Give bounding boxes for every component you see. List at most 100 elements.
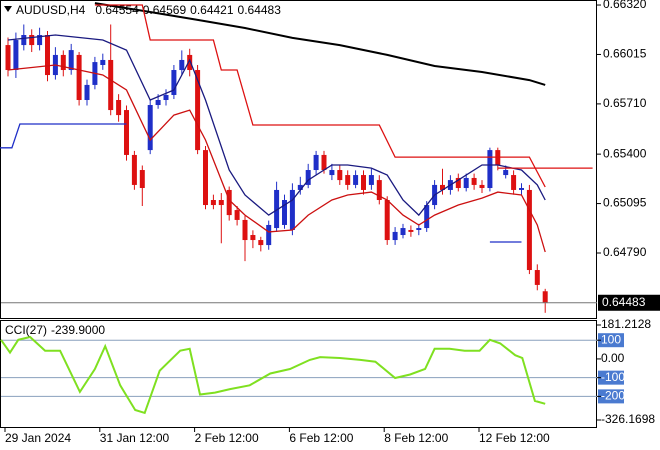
indicator-line	[7, 34, 546, 217]
indicator-line	[94, 4, 546, 188]
candle-body	[274, 189, 280, 229]
candle-body	[353, 175, 359, 185]
open-value: 0.64554	[95, 3, 139, 17]
candle-body	[479, 184, 485, 189]
indicator-panel-frame	[0, 320, 597, 428]
candle-body	[282, 200, 287, 225]
candle-body	[68, 50, 74, 71]
candle-body	[139, 170, 145, 189]
x-tick-label: 8 Feb 12:00	[384, 431, 448, 445]
candle-body	[84, 84, 90, 101]
candle-body	[345, 175, 351, 185]
candle-body	[289, 189, 295, 230]
indicator-label: CCI(27) -239.9000	[5, 323, 105, 337]
candle-body	[297, 184, 303, 190]
candle-body	[242, 219, 248, 241]
symbol: AUDUSD,H4	[16, 3, 86, 17]
candle-body	[526, 189, 532, 271]
candle-body	[100, 59, 106, 65]
main-panel-frame	[0, 0, 597, 319]
x-tick-label: 12 Feb 12:00	[479, 431, 550, 445]
candle-body	[45, 35, 50, 76]
candle-body	[5, 45, 11, 71]
y-tick-label: 0.66015	[603, 47, 647, 61]
candle-body	[179, 59, 185, 71]
high-value: 0.64569	[143, 3, 187, 17]
y-tick-label: 0.66320	[603, 0, 647, 11]
candle-body	[226, 189, 232, 216]
candle-body	[305, 170, 311, 185]
level-label-box	[598, 333, 624, 348]
candle-body	[163, 94, 169, 101]
candle-body	[195, 70, 201, 151]
candle-body	[187, 54, 193, 71]
y-tick-label: 100	[601, 332, 621, 346]
candle-body	[463, 177, 469, 189]
candle-body	[337, 170, 343, 181]
indicator-name: CCI(27)	[5, 323, 47, 337]
x-tick-label: 29 Jan 2024	[5, 431, 71, 445]
candle-body	[76, 54, 82, 101]
candle-body	[155, 100, 161, 106]
y-tick-label: 0.00	[601, 351, 625, 365]
candle-body	[471, 177, 477, 185]
indicator-line	[7, 64, 546, 253]
candle-body	[266, 224, 272, 246]
y-tick-label: 0.65095	[603, 196, 647, 210]
candle-body	[116, 100, 122, 116]
close-value: 0.64483	[238, 3, 282, 17]
menu-icon	[4, 6, 12, 12]
candle-body	[131, 154, 137, 185]
y-tick-label: -326.1698	[601, 412, 655, 426]
level-label-box	[598, 370, 624, 385]
cci-line	[0, 335, 546, 415]
candle-body	[534, 270, 540, 285]
candle-body	[368, 175, 374, 185]
candle-body	[108, 59, 114, 111]
candle-body	[392, 231, 398, 241]
y-tick-label: 181.2128	[601, 317, 651, 331]
candle-body	[503, 170, 509, 176]
candle-body	[60, 54, 66, 71]
current-price-label: 0.64483	[602, 295, 646, 309]
x-tick-label: 2 Feb 12:00	[195, 431, 259, 445]
candle-body	[124, 110, 129, 155]
current-price-box	[598, 294, 660, 311]
candle-body	[250, 235, 256, 241]
chart-title: AUDUSD,H4 0.64554 0.64569 0.64421 0.64483	[16, 3, 281, 17]
candle-body	[424, 205, 430, 229]
indicator-line	[94, 2, 546, 86]
y-tick-label: 0.65400	[603, 146, 647, 160]
candle-body	[455, 177, 461, 189]
candle-body	[210, 200, 216, 206]
candle-body	[400, 228, 406, 236]
candle-body	[147, 105, 153, 151]
candle-body	[29, 35, 35, 46]
x-tick-label: 31 Jan 12:00	[100, 431, 170, 445]
candle-body	[329, 170, 335, 176]
candle-body	[511, 175, 517, 190]
candle-body	[416, 228, 422, 230]
candle-body	[258, 240, 264, 246]
candle-body	[234, 210, 240, 220]
candle-body	[13, 40, 19, 71]
candle-body	[384, 200, 390, 241]
candle-body	[218, 200, 224, 206]
candle-body	[361, 175, 366, 190]
x-tick-label: 6 Feb 12:00	[289, 431, 353, 445]
indicator-line	[0, 123, 127, 149]
y-tick-label: 0.64790	[603, 245, 647, 259]
candle-body	[542, 291, 548, 303]
candle-body	[321, 154, 327, 171]
candle-body	[203, 150, 208, 206]
y-tick-label: -100	[601, 370, 625, 384]
candle-body	[171, 70, 177, 95]
indicator-value: -239.9000	[51, 323, 105, 337]
y-tick-label: -200	[601, 389, 625, 403]
low-value: 0.64421	[190, 3, 234, 17]
candle-body	[440, 184, 445, 190]
candle-body	[376, 180, 382, 201]
level-label-box	[598, 389, 624, 404]
candle-body	[37, 35, 43, 46]
